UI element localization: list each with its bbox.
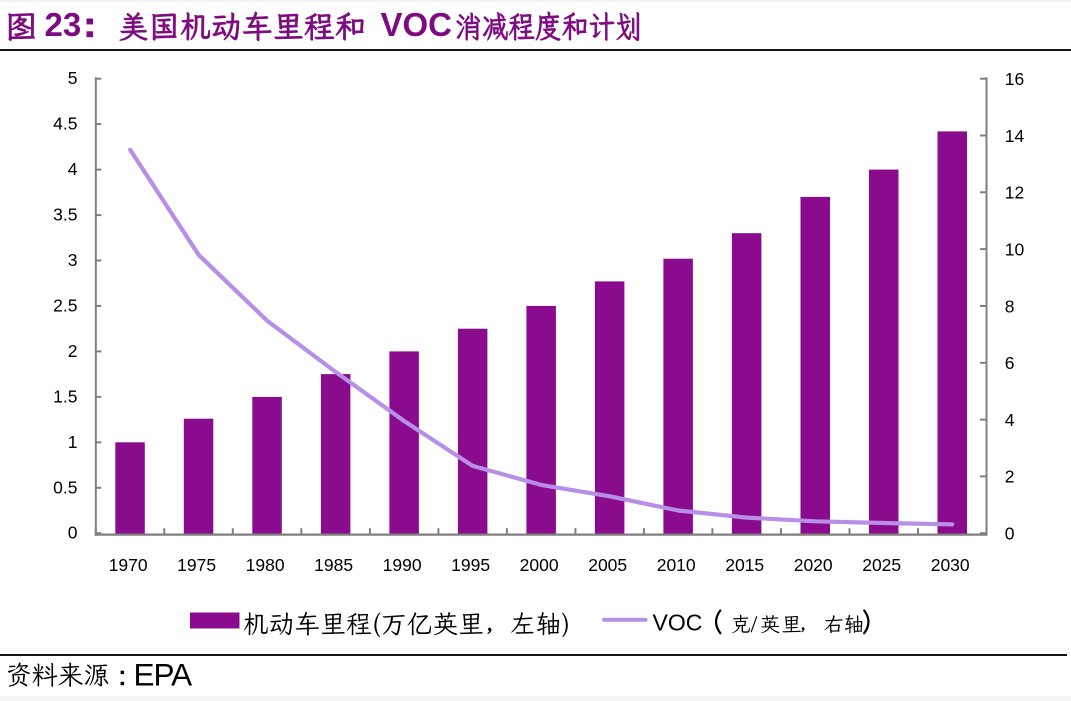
svg-text:8: 8	[1005, 296, 1015, 316]
svg-text:1: 1	[68, 432, 78, 452]
svg-text:2000: 2000	[520, 555, 559, 575]
svg-text:3.5: 3.5	[53, 205, 77, 225]
svg-text:4.5: 4.5	[53, 114, 77, 134]
svg-text:2: 2	[68, 341, 78, 361]
svg-text:2: 2	[1005, 467, 1015, 487]
svg-text:0: 0	[1005, 524, 1015, 544]
svg-text:1985: 1985	[314, 555, 353, 575]
svg-text:1975: 1975	[177, 555, 216, 575]
svg-text:0.5: 0.5	[53, 477, 77, 497]
svg-text:1.5: 1.5	[53, 386, 77, 406]
svg-text:23: 23	[45, 6, 82, 43]
svg-text:2020: 2020	[794, 555, 833, 575]
svg-text:1990: 1990	[383, 555, 422, 575]
svg-text:2025: 2025	[862, 555, 901, 575]
svg-text:2015: 2015	[725, 555, 764, 575]
svg-text:2005: 2005	[588, 555, 627, 575]
svg-text:1970: 1970	[109, 555, 148, 575]
svg-text:2010: 2010	[657, 555, 696, 575]
svg-text:3: 3	[68, 250, 78, 270]
svg-text:10: 10	[1005, 239, 1025, 259]
svg-text:16: 16	[1005, 69, 1024, 89]
svg-text:1995: 1995	[451, 555, 490, 575]
svg-text:0: 0	[68, 523, 78, 543]
svg-text:4: 4	[1005, 410, 1015, 430]
svg-text:14: 14	[1005, 126, 1025, 146]
svg-text:1980: 1980	[246, 555, 285, 575]
svg-text:VOC: VOC	[381, 6, 453, 43]
svg-text:2030: 2030	[931, 555, 970, 575]
svg-text:12: 12	[1005, 183, 1024, 203]
svg-text:6: 6	[1005, 353, 1015, 373]
svg-text:EPA: EPA	[134, 657, 193, 693]
svg-text:5: 5	[68, 68, 78, 88]
svg-text:4: 4	[68, 159, 78, 179]
svg-text:VOC: VOC	[653, 610, 703, 636]
svg-text:2.5: 2.5	[53, 295, 77, 315]
